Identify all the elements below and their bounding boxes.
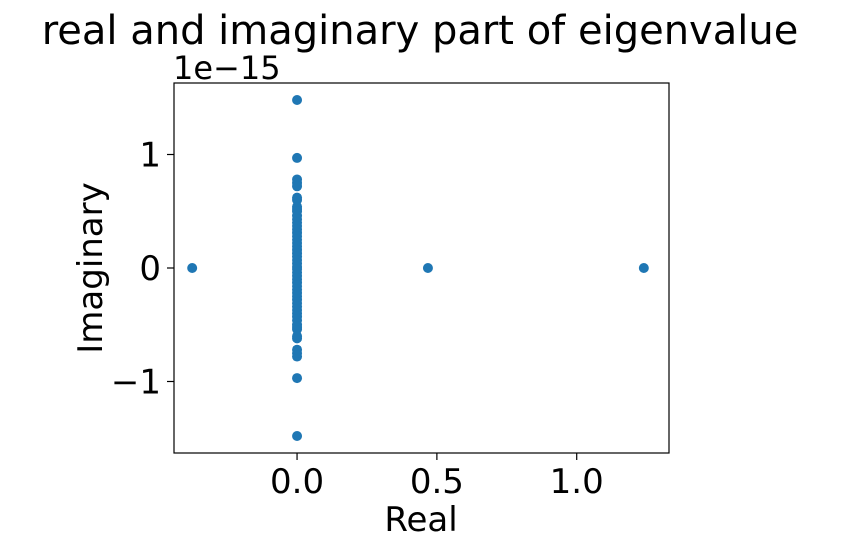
data-point xyxy=(292,95,303,106)
data-point xyxy=(187,263,198,273)
data-point xyxy=(292,373,303,384)
data-point xyxy=(292,430,303,441)
data-point xyxy=(292,264,303,275)
x-axis-label: Real xyxy=(384,500,457,540)
x-axis-ticks: 0.0 0.5 1.0 xyxy=(270,453,604,502)
data-point xyxy=(422,263,433,273)
y-offset-text: 1e−15 xyxy=(173,49,281,87)
y-tick-label: 1 xyxy=(139,136,161,176)
plot-points xyxy=(187,95,649,441)
x-tick-label: 1.0 xyxy=(550,462,604,502)
y-tick-label: −1 xyxy=(111,362,161,402)
data-point xyxy=(638,263,649,273)
y-tick-label: 0 xyxy=(139,249,161,289)
y-axis-label: Imaginary xyxy=(71,182,111,354)
chart-title: real and imaginary part of eigenvalue xyxy=(42,8,799,54)
data-point xyxy=(292,344,303,355)
x-tick-label: 0.5 xyxy=(410,462,464,502)
y-axis-ticks: −1 0 1 xyxy=(111,136,174,402)
x-tick-label: 0.0 xyxy=(270,462,324,502)
data-point xyxy=(292,152,303,163)
plot-frame xyxy=(173,82,670,454)
data-point xyxy=(292,181,303,192)
